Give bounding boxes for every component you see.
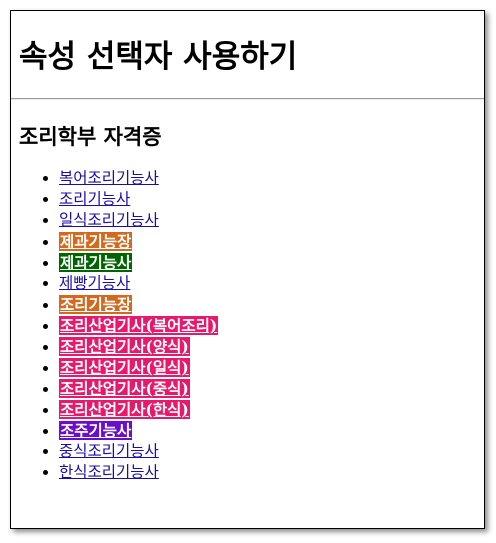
list-item: 한식조리기능사 <box>59 462 476 483</box>
list-item: 조리산업기사(한식) <box>59 399 476 420</box>
link-13[interactable]: 중식조리기능사 <box>59 442 159 460</box>
browser-frame: 속성 선택자 사용하기 조리학부 자격증 복어조리기능사 조리기능사 일식조리기… <box>10 10 485 529</box>
list-item: 조주기능사 <box>59 420 476 441</box>
list-item: 제과기능사 <box>59 252 476 273</box>
list-item: 조리산업기사(일식) <box>59 357 476 378</box>
list-item: 조리산업기사(복어조리) <box>59 315 476 336</box>
link-3[interactable]: 제과기능장 <box>59 232 133 251</box>
list-item: 조리기능사 <box>59 189 476 210</box>
page-title: 속성 선택자 사용하기 <box>19 39 298 75</box>
link-5[interactable]: 제빵기능사 <box>59 274 131 292</box>
link-9[interactable]: 조리산업기사(일식) <box>59 358 190 377</box>
link-2[interactable]: 일식조리기능사 <box>59 211 159 229</box>
link-11[interactable]: 조리산업기사(한식) <box>59 400 190 419</box>
link-12[interactable]: 조주기능사 <box>59 421 133 440</box>
list-item: 일식조리기능사 <box>59 210 476 231</box>
link-0[interactable]: 복어조리기능사 <box>59 169 159 187</box>
link-10[interactable]: 조리산업기사(중식) <box>59 379 190 398</box>
list-item: 제빵기능사 <box>59 273 476 294</box>
link-14[interactable]: 한식조리기능사 <box>59 463 159 481</box>
certificate-list: 복어조리기능사 조리기능사 일식조리기능사 제과기능장 제과기능사 제빵기능사 … <box>19 168 476 483</box>
list-item: 중식조리기능사 <box>59 441 476 462</box>
divider <box>11 98 484 100</box>
section-heading: 조리학부 자격증 <box>19 125 162 149</box>
list-item: 복어조리기능사 <box>59 168 476 189</box>
list-item: 조리산업기사(중식) <box>59 378 476 399</box>
list-item: 제과기능장 <box>59 231 476 252</box>
link-1[interactable]: 조리기능사 <box>59 190 131 208</box>
link-4[interactable]: 제과기능사 <box>59 253 133 272</box>
list-item: 조리기능장 <box>59 294 476 315</box>
list-item: 조리산업기사(양식) <box>59 336 476 357</box>
link-6[interactable]: 조리기능장 <box>59 295 133 314</box>
link-7[interactable]: 조리산업기사(복어조리) <box>59 316 219 335</box>
link-8[interactable]: 조리산업기사(양식) <box>59 337 190 356</box>
